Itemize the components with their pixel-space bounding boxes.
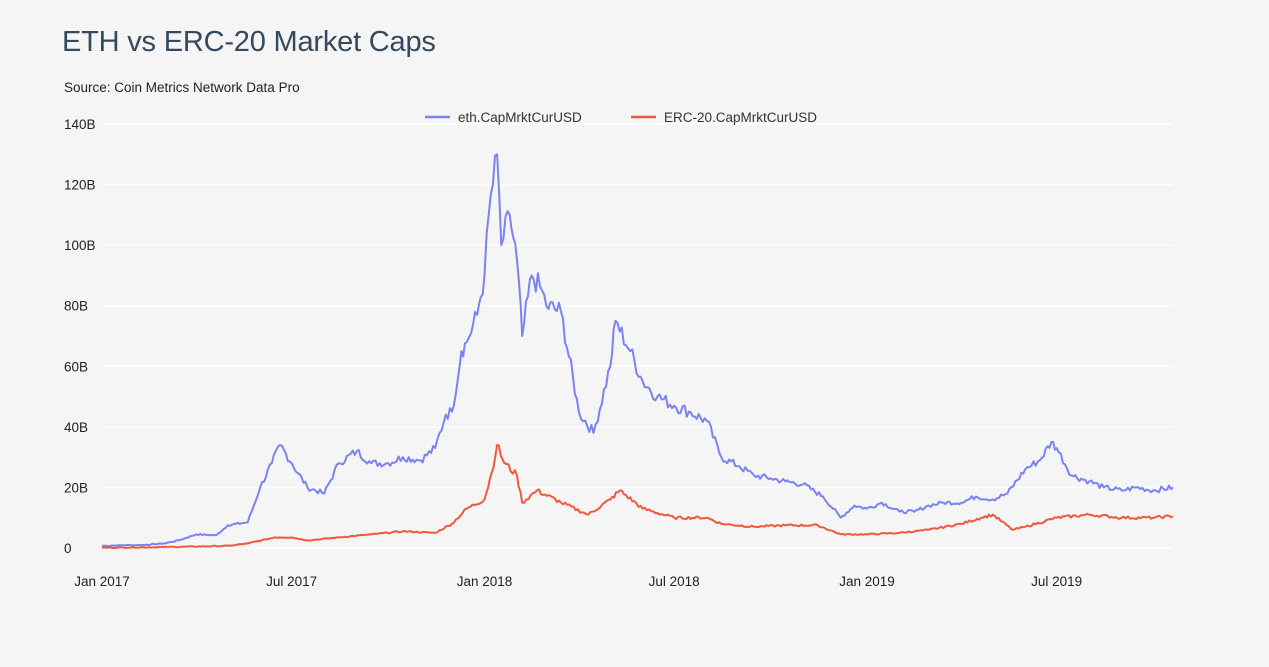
y-tick-label: 20B xyxy=(64,480,88,495)
y-tick-label: 120B xyxy=(64,178,96,193)
y-tick-label: 40B xyxy=(64,420,88,435)
x-tick-label: Jan 2018 xyxy=(457,574,513,589)
legend-label: ERC-20.CapMrktCurUSD xyxy=(664,110,817,125)
x-tick-label: Jul 2017 xyxy=(266,574,317,589)
chart-subtitle: Source: Coin Metrics Network Data Pro xyxy=(64,80,300,95)
series-line-erc20 xyxy=(101,444,1174,549)
legend-item[interactable]: ERC-20.CapMrktCurUSD xyxy=(631,110,817,125)
y-tick-label: 80B xyxy=(64,299,88,314)
x-tick-label: Jan 2019 xyxy=(839,574,895,589)
series-layer xyxy=(101,153,1174,549)
x-axis: Jan 2017 Jul 2017 Jan 2018 Jul 2018 Jan 2019… xyxy=(74,574,1082,589)
y-tick-label: 60B xyxy=(64,359,88,374)
x-tick-label: Jul 2018 xyxy=(649,574,700,589)
chart-title: ETH vs ERC-20 Market Caps xyxy=(62,26,436,58)
y-tick-label: 0 xyxy=(64,541,72,556)
y-axis: 0 20B 40B 60B 80B 100B 120B 140B xyxy=(64,117,96,556)
legend[interactable]: eth.CapMrktCurUSD ERC-20.CapMrktCurUSD xyxy=(425,110,817,125)
grid-layer xyxy=(102,123,1173,549)
y-tick-label: 100B xyxy=(64,238,96,253)
legend-item[interactable]: eth.CapMrktCurUSD xyxy=(425,110,582,125)
x-tick-label: Jan 2017 xyxy=(74,574,130,589)
series-line-eth xyxy=(101,153,1174,547)
y-tick-label: 140B xyxy=(64,117,96,132)
x-tick-label: Jul 2019 xyxy=(1031,574,1082,589)
legend-label: eth.CapMrktCurUSD xyxy=(458,110,582,125)
